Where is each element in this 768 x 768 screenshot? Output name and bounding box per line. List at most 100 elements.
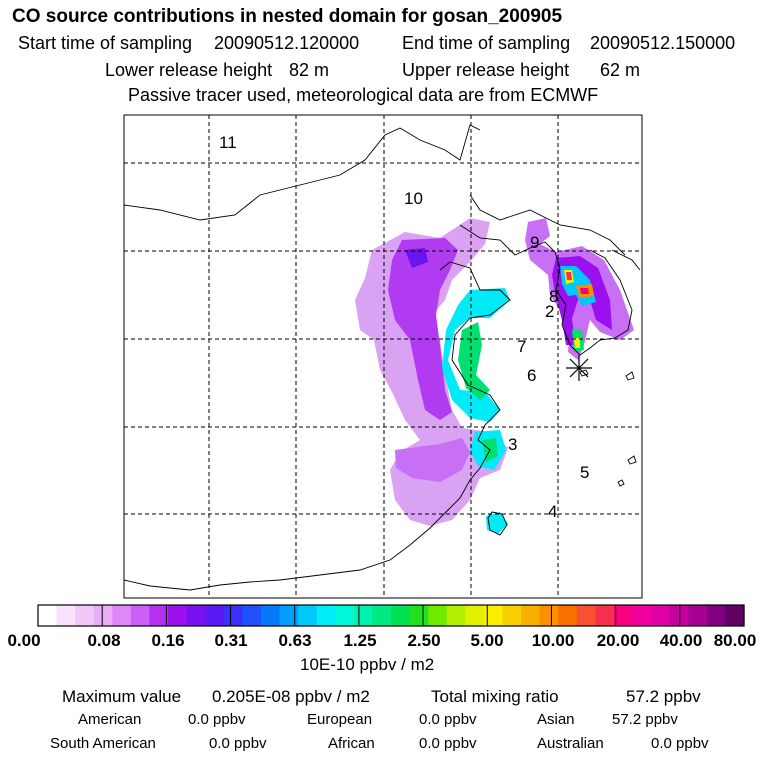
- color-scale-swatch: [298, 605, 318, 626]
- colorbar-tick: 5.00: [470, 631, 504, 650]
- border-northeast: [469, 194, 626, 256]
- island-taiwan: [487, 511, 508, 536]
- region-label: 4: [548, 502, 557, 521]
- colorbar-tick: 0.16: [151, 631, 185, 650]
- region-label: 11: [219, 133, 237, 152]
- plume-violet: [388, 238, 458, 420]
- colorbar-tick: 0.00: [7, 631, 41, 650]
- color-scale-swatch: [130, 605, 151, 626]
- color-scale-swatch: [335, 605, 355, 626]
- color-scale-swatch: [205, 605, 225, 626]
- color-scale-swatch: [632, 605, 652, 626]
- coast-korea: [554, 249, 633, 356]
- plume-korea-south-yellow: [574, 338, 580, 348]
- plume-layer: [355, 218, 634, 534]
- color-scale-swatch: [372, 605, 392, 626]
- contribution-value: 0.0 ppbv: [188, 711, 246, 728]
- plume-green-north: [458, 322, 490, 400]
- color-scale-dividers: [101, 605, 681, 626]
- colorbar-tick: 0.63: [278, 631, 312, 650]
- color-scale-swatch: [651, 605, 671, 626]
- contribution-name: Australian: [537, 735, 604, 752]
- color-scale-swatch: [521, 605, 541, 626]
- color-scale-swatch: [223, 605, 243, 626]
- region-label: 7: [517, 337, 526, 356]
- colorbar-tick: 2.50: [407, 631, 441, 650]
- lower-release-label: Lower release height: [105, 60, 273, 80]
- color-scale-swatch: [56, 605, 76, 626]
- total-mixing-value: 57.2 ppbv: [626, 687, 701, 706]
- border-mongolia: [123, 124, 481, 221]
- colorbar-tick: 40.00: [659, 631, 703, 650]
- region-label: 5: [580, 463, 589, 482]
- color-scale-swatch: [465, 605, 485, 626]
- colorbar-unit: 10E-10 ppbv / m2: [300, 655, 435, 674]
- max-value-label: Maximum value: [62, 687, 182, 706]
- color-scale-swatch: [186, 605, 206, 626]
- plume-taiwan: [486, 512, 508, 534]
- start-time-value: 20090512.120000: [214, 33, 360, 53]
- color-scale-swatch: [316, 605, 336, 626]
- island-jeju: [579, 369, 589, 377]
- color-scale-swatch: [279, 605, 299, 626]
- color-scale-swatch: [706, 605, 727, 626]
- upper-release-value: 62 m: [600, 60, 641, 80]
- color-scale-swatch: [409, 605, 429, 626]
- color-scale-swatch: [149, 605, 169, 626]
- color-scale-swatch: [446, 605, 466, 626]
- color-scale-frame: [37, 604, 745, 627]
- colorbar-tick: 10.00: [531, 631, 575, 650]
- total-mixing-label: Total mixing ratio: [431, 687, 559, 706]
- color-scale-swatch: [688, 605, 708, 626]
- color-scale-swatch: [669, 605, 689, 626]
- island-japan-small2: [627, 455, 637, 465]
- coastlines: [123, 124, 641, 591]
- color-scale-swatch: [168, 605, 188, 626]
- map-title: CO source contributions in nested domain…: [12, 6, 563, 27]
- contribution-name: European: [307, 711, 373, 728]
- start-time-label: Start time of sampling: [18, 33, 193, 53]
- contribution-value: 57.2 ppbv: [612, 711, 678, 728]
- color-scale-swatch: [558, 605, 578, 626]
- color-scale-swatch: [38, 605, 58, 626]
- contribution-value: 0.0 ppbv: [209, 735, 267, 752]
- contribution-name: Asian: [537, 711, 575, 728]
- color-scale-swatch: [75, 605, 95, 626]
- plume-blue: [405, 248, 428, 268]
- color-scale-swatch: [260, 605, 281, 626]
- color-scale-swatch: [242, 605, 262, 626]
- region-label: 8: [549, 287, 558, 306]
- contribution-name: South American: [50, 735, 156, 752]
- colorbar-tick: 0.31: [214, 631, 248, 650]
- color-scale-swatch: [112, 605, 132, 626]
- contribution-name: American: [78, 711, 142, 728]
- color-scale-bar: [38, 605, 745, 626]
- end-time-value: 20090512.150000: [590, 33, 736, 53]
- colorbar-tick: 1.25: [343, 631, 377, 650]
- island-japan-small1: [625, 371, 635, 381]
- color-scale-swatch: [93, 605, 113, 626]
- upper-release-label: Upper release height: [402, 60, 570, 80]
- color-scale-swatch: [725, 605, 745, 626]
- plume-korea-red2: [580, 288, 589, 294]
- coast-shandong: [123, 261, 511, 591]
- plume-cyan-north: [442, 288, 510, 422]
- lower-release-value: 82 m: [289, 60, 330, 80]
- color-scale-swatch: [539, 605, 559, 626]
- color-scale-swatch: [391, 605, 411, 626]
- color-scale-swatch: [502, 605, 522, 626]
- end-time-label: End time of sampling: [402, 33, 571, 53]
- color-scale-swatch: [353, 605, 374, 626]
- region-label: 9: [530, 233, 539, 252]
- contribution-value: 0.0 ppbv: [419, 735, 477, 752]
- colorbar-tick: 20.00: [596, 631, 640, 650]
- region-label: 3: [508, 435, 517, 454]
- color-scale-swatch: [428, 605, 448, 626]
- receptor-marker: [566, 355, 592, 381]
- color-scale-swatch: [576, 605, 596, 626]
- region-label: 6: [527, 366, 536, 385]
- lat-lon-grid: [124, 115, 642, 598]
- color-scale-swatch: [483, 605, 504, 626]
- map-frame: [123, 114, 643, 599]
